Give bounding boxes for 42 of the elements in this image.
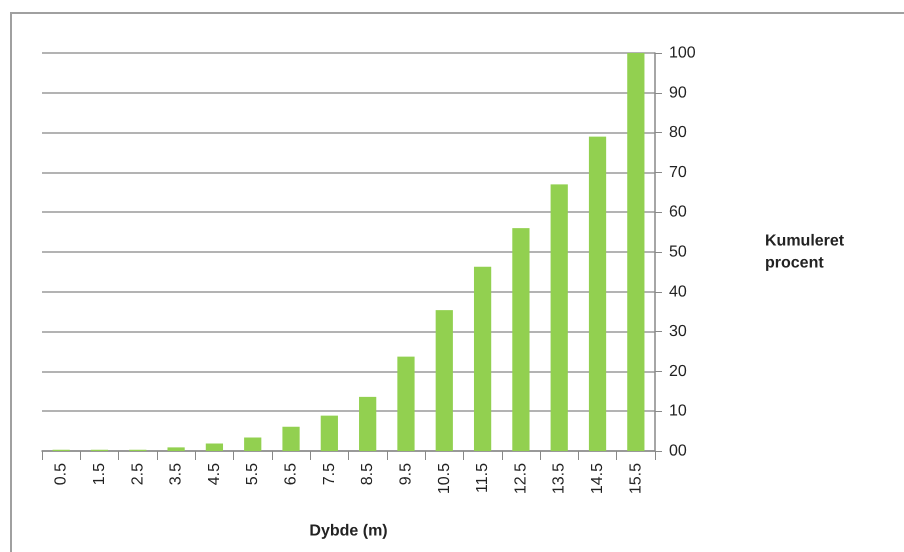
x-tick-label: 8.5 <box>359 462 376 486</box>
y-tick-label: 80 <box>669 124 687 142</box>
x-tick-label: 15.5 <box>627 462 644 494</box>
y-tick-label: 30 <box>669 323 687 340</box>
y-tick-label: 90 <box>669 84 687 102</box>
bar <box>359 396 376 451</box>
x-tick-label: 14.5 <box>589 462 606 494</box>
x-tick-label: 9.5 <box>397 462 414 486</box>
bar <box>206 443 224 451</box>
bar <box>320 416 338 451</box>
bar <box>512 228 530 451</box>
bar <box>244 437 262 451</box>
x-tick-label: 13.5 <box>550 462 568 494</box>
y-tick-label: 00 <box>669 442 687 460</box>
y-tick-label: 40 <box>669 283 687 300</box>
x-tick-label: 6.5 <box>282 462 300 486</box>
y-tick-label: 10 <box>669 402 687 420</box>
x-tick-label: 10.5 <box>436 462 453 494</box>
y-tick-label: 60 <box>669 204 687 221</box>
bar <box>474 266 492 451</box>
bar <box>282 426 300 451</box>
x-tick-label: 12.5 <box>512 462 530 494</box>
y-tick-label: 100 <box>669 44 696 62</box>
x-tick-label: 4.5 <box>206 462 223 486</box>
y-axis-title: Kumuleret procent <box>765 232 845 272</box>
x-tick-label: 2.5 <box>129 462 146 486</box>
x-tick-label: 11.5 <box>474 462 492 493</box>
x-axis-title: Dybde (m) <box>309 522 388 540</box>
y-tick-label: 20 <box>669 362 687 380</box>
bar <box>397 356 415 451</box>
bar <box>167 447 185 451</box>
bar <box>588 136 606 451</box>
bar <box>550 184 568 451</box>
bar <box>436 310 453 451</box>
x-tick-label: 3.5 <box>168 462 185 486</box>
y-tick-label: 50 <box>669 244 687 260</box>
x-tick-label: 5.5 <box>244 462 262 486</box>
y-tick-label: 70 <box>669 164 687 181</box>
x-tick-label: 1.5 <box>90 462 108 486</box>
x-tick-label: 0.5 <box>52 462 70 486</box>
bar <box>627 53 644 451</box>
x-tick-label: 7.5 <box>320 462 338 486</box>
